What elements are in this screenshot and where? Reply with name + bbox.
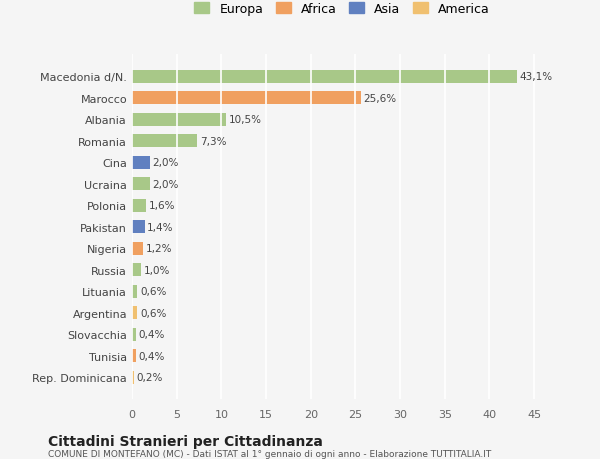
Text: 0,6%: 0,6% bbox=[140, 308, 166, 318]
Text: 1,0%: 1,0% bbox=[143, 265, 170, 275]
Bar bbox=[132, 307, 137, 319]
Bar bbox=[132, 285, 137, 298]
Bar bbox=[132, 263, 141, 276]
Bar bbox=[132, 349, 136, 362]
Text: 0,4%: 0,4% bbox=[138, 351, 164, 361]
Bar bbox=[132, 199, 146, 212]
Text: Cittadini Stranieri per Cittadinanza: Cittadini Stranieri per Cittadinanza bbox=[48, 434, 323, 448]
Text: 7,3%: 7,3% bbox=[200, 136, 226, 146]
Text: 1,4%: 1,4% bbox=[147, 222, 173, 232]
Text: 1,2%: 1,2% bbox=[145, 244, 172, 254]
Bar bbox=[132, 92, 361, 105]
Bar bbox=[132, 371, 134, 384]
Text: 1,6%: 1,6% bbox=[149, 201, 175, 211]
Text: 0,4%: 0,4% bbox=[138, 330, 164, 339]
Bar bbox=[132, 71, 517, 84]
Text: 2,0%: 2,0% bbox=[152, 179, 179, 189]
Text: 0,2%: 0,2% bbox=[136, 372, 163, 382]
Bar bbox=[132, 178, 150, 191]
Text: 0,6%: 0,6% bbox=[140, 286, 166, 297]
Bar bbox=[132, 242, 143, 255]
Bar bbox=[132, 113, 226, 127]
Text: 2,0%: 2,0% bbox=[152, 158, 179, 168]
Text: 43,1%: 43,1% bbox=[520, 72, 553, 82]
Bar bbox=[132, 328, 136, 341]
Legend: Europa, Africa, Asia, America: Europa, Africa, Asia, America bbox=[191, 0, 493, 20]
Text: COMUNE DI MONTEFANO (MC) - Dati ISTAT al 1° gennaio di ogni anno - Elaborazione : COMUNE DI MONTEFANO (MC) - Dati ISTAT al… bbox=[48, 449, 491, 458]
Text: 10,5%: 10,5% bbox=[229, 115, 262, 125]
Text: 25,6%: 25,6% bbox=[364, 94, 397, 104]
Bar bbox=[132, 157, 150, 169]
Bar bbox=[132, 135, 197, 148]
Bar bbox=[132, 221, 145, 234]
